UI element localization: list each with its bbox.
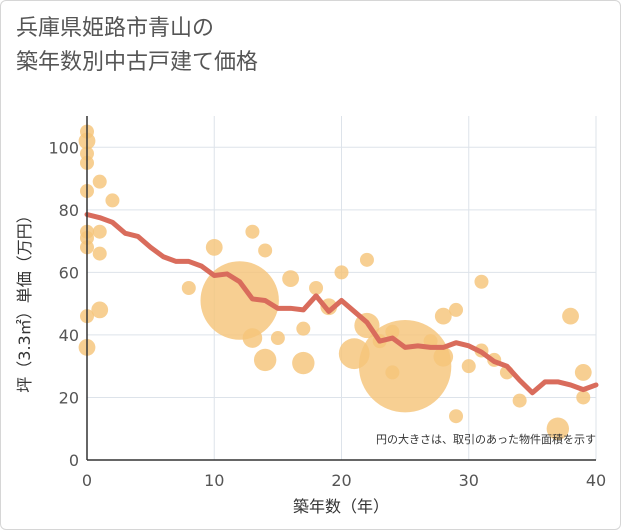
- bubble-point: [205, 238, 223, 256]
- bubble-point: [574, 364, 592, 381]
- x-tick-label: 40: [586, 471, 606, 490]
- x-tick-label: 10: [204, 471, 224, 490]
- x-axis-label: 築年数（年）: [293, 497, 389, 516]
- bubble-point: [359, 252, 374, 267]
- x-tick-label: 30: [459, 471, 479, 490]
- chart-title: 兵庫県姫路市青山の 築年数別中古戸建て価格: [16, 16, 259, 75]
- trend-series: [84, 212, 599, 396]
- y-tick-label: 80: [59, 201, 79, 220]
- bubble-point: [338, 338, 370, 370]
- bubble-point: [385, 365, 400, 380]
- y-tick-label: 20: [59, 388, 79, 407]
- bubble-point: [92, 246, 107, 261]
- bubble-point: [92, 174, 107, 189]
- bubble-point: [546, 417, 570, 440]
- y-axis-label: 坪（3.3㎡）単価（万円）: [15, 207, 34, 392]
- bubble-point: [385, 324, 400, 339]
- grid-lines: [87, 116, 597, 460]
- bubble-point: [449, 409, 464, 424]
- size-note: 円の大きさは、取引のあった物件面積を示す: [376, 432, 596, 446]
- axes: 0 10 20 30 40 0 20 40 60 80 100: [48, 116, 606, 490]
- bubble-point: [512, 393, 527, 408]
- trend-line: [84, 212, 599, 396]
- y-tick-label: 0: [69, 451, 79, 470]
- bubble-point: [474, 274, 489, 289]
- bubble-point: [253, 348, 277, 372]
- bubble-point: [292, 351, 315, 375]
- bubble-point: [242, 328, 263, 348]
- bubble-point: [309, 281, 324, 295]
- bubble-point: [334, 265, 349, 280]
- x-tick-label: 20: [331, 471, 351, 490]
- bubble-point: [105, 193, 120, 208]
- bubble-series: [78, 124, 592, 440]
- bubble-point: [282, 270, 299, 288]
- y-tick-label: 100: [48, 138, 79, 157]
- bubble-point: [449, 302, 464, 317]
- x-tick-label: 0: [82, 471, 92, 490]
- bubble-point: [576, 390, 591, 405]
- y-tick-label: 40: [59, 326, 79, 345]
- bubble-point: [296, 321, 311, 336]
- bubble-point: [270, 331, 285, 346]
- bubble-point: [562, 307, 579, 325]
- y-tick-label: 60: [59, 263, 79, 282]
- bubble-point: [181, 281, 196, 295]
- bubble-point: [461, 359, 476, 374]
- bubble-point: [200, 261, 279, 340]
- bubble-point: [245, 224, 260, 239]
- bubble-point: [91, 301, 109, 319]
- bubble-point: [92, 224, 107, 239]
- bubble-point: [433, 347, 454, 367]
- bubble-point: [434, 307, 452, 325]
- bubble-point: [258, 243, 273, 258]
